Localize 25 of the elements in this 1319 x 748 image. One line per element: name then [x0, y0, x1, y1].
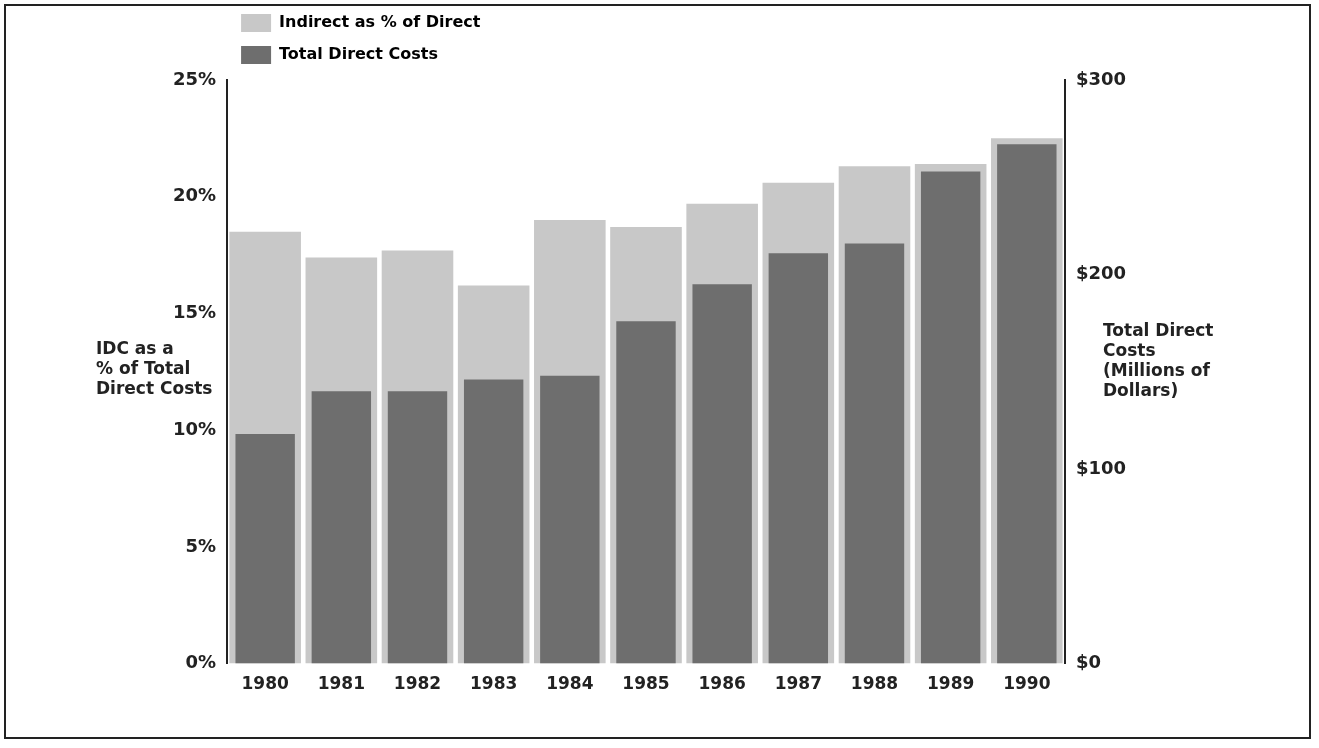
y-tick-label: 0% — [185, 651, 217, 673]
y2-tick-label: $200 — [1075, 262, 1127, 284]
legend-label: Indirect as % of Direct — [279, 12, 481, 32]
x-tick-label: 1986 — [698, 673, 746, 694]
y-axis-title: IDC as a % of Total Direct Costs — [96, 338, 213, 398]
y-tick-label: 15% — [172, 301, 217, 323]
x-tick-label: 1980 — [241, 673, 289, 694]
y2-tick-label: $0 — [1075, 651, 1101, 673]
y2-axis-title: Total Direct Costs (Millions of Dollars) — [1103, 320, 1214, 400]
x-tick-label: 1982 — [393, 673, 442, 694]
x-tick-label: 1990 — [1003, 673, 1051, 694]
x-tick-label: 1988 — [850, 673, 899, 694]
x-tick-label: 1987 — [774, 673, 822, 694]
x-tick-label: 1981 — [317, 673, 365, 694]
x-tick-label: 1984 — [546, 673, 594, 694]
y-tick-label: 20% — [172, 184, 217, 206]
y-tick-label: 5% — [185, 534, 217, 556]
x-tick-label: 1983 — [470, 673, 518, 694]
x-tick-label: 1985 — [622, 673, 670, 694]
y-tick-label: 10% — [172, 417, 217, 439]
y2-tick-label: $100 — [1075, 456, 1127, 478]
y2-tick-label: $300 — [1075, 67, 1127, 89]
legend-label: Total Direct Costs — [279, 44, 439, 64]
x-tick-label: 1989 — [926, 673, 975, 694]
y-tick-label: 25% — [172, 67, 217, 89]
